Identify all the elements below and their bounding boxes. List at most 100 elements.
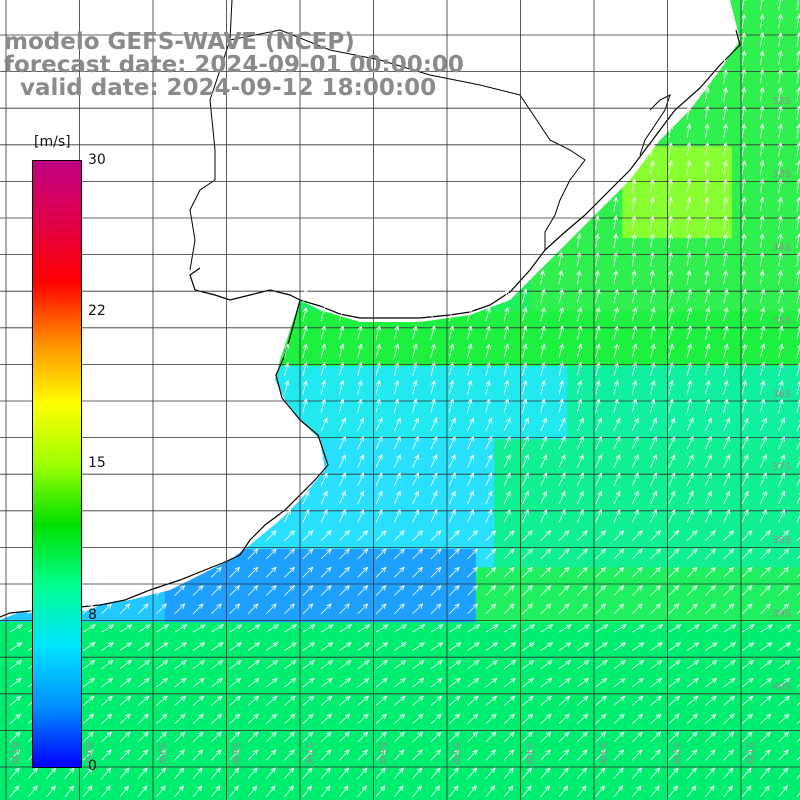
wind-arrow-head <box>796 233 800 239</box>
wind-arrow-head <box>687 379 693 386</box>
wind-arrow-head <box>309 660 315 666</box>
field-cell <box>640 292 660 312</box>
wind-arrow-head <box>271 713 278 720</box>
field-cell <box>402 585 422 605</box>
field-cell <box>457 475 477 495</box>
wind-arrow-head <box>577 343 583 350</box>
wind-arrow <box>705 472 712 486</box>
field-cell <box>677 384 696 404</box>
wind-arrow-head <box>656 677 663 684</box>
wind-arrow <box>741 51 745 65</box>
wind-arrow <box>613 548 625 560</box>
wind-arrow-head <box>619 677 626 684</box>
wind-arrow-head <box>579 472 584 479</box>
wind-arrow <box>394 567 405 578</box>
wind-arrow <box>686 325 692 340</box>
wind-arrow <box>613 642 626 651</box>
field-cell <box>750 494 770 513</box>
wind-arrow-head <box>582 530 588 536</box>
wind-arrow <box>522 436 529 450</box>
wind-arrow <box>522 418 529 432</box>
field-cell <box>475 585 495 605</box>
field-cell <box>695 567 715 587</box>
field-cell <box>603 530 623 550</box>
field-cell <box>256 585 275 605</box>
wind-arrow <box>778 696 790 706</box>
wind-arrow <box>393 362 399 377</box>
field-cell <box>750 567 770 587</box>
wind-arrow-head <box>179 731 186 738</box>
field-cell <box>219 658 239 678</box>
field-cell <box>713 311 733 330</box>
wind-arrow <box>723 585 734 596</box>
wind-arrow-head <box>179 585 186 591</box>
wind-arrow-head <box>545 603 552 609</box>
field-cell <box>549 713 568 733</box>
wind-arrow-head <box>546 695 553 702</box>
wind-arrow-head <box>400 660 407 666</box>
wind-arrow <box>631 509 639 523</box>
wind-arrow <box>412 509 419 523</box>
wind-arrow <box>595 362 600 377</box>
field-cell <box>695 292 715 312</box>
field-cell <box>622 256 641 275</box>
wind-arrow <box>558 713 570 724</box>
wind-arrow-head <box>649 251 655 258</box>
field-cell <box>146 732 166 751</box>
field-cell <box>695 219 715 239</box>
wind-arrow <box>576 398 582 413</box>
wind-arrow-head <box>309 642 316 648</box>
wind-arrow-head <box>723 361 729 368</box>
wind-arrow <box>650 160 654 175</box>
wind-arrow-head <box>579 453 584 460</box>
field-cell <box>549 512 568 532</box>
wind-arrow-head <box>692 548 698 554</box>
field-cell <box>329 549 349 568</box>
field-cell <box>274 549 294 568</box>
wind-arrow-head <box>652 508 657 515</box>
field-cell <box>549 366 568 385</box>
wind-arrow-head <box>686 178 692 185</box>
wind-arrow <box>192 713 204 724</box>
wind-arrow <box>668 362 673 377</box>
field-cell <box>768 750 788 770</box>
wind-arrow-head <box>637 585 643 591</box>
wind-arrow-head <box>436 731 442 738</box>
wind-arrow-head <box>15 713 22 720</box>
wind-arrow <box>631 642 645 651</box>
wind-arrow-head <box>505 490 511 497</box>
wind-arrow <box>448 398 454 413</box>
wind-arrow-head <box>741 31 747 38</box>
wind-arrow <box>558 624 572 633</box>
field-cell <box>366 494 385 513</box>
wind-arrow <box>558 472 566 486</box>
field-cell <box>640 603 660 623</box>
wind-arrow <box>741 713 753 724</box>
wind-arrow-head <box>546 713 552 720</box>
wind-arrow <box>485 548 496 560</box>
wind-arrow-head <box>124 731 131 738</box>
wind-arrow <box>320 624 334 633</box>
field-cell <box>585 786 605 800</box>
wind-arrow <box>595 530 606 541</box>
wind-arrow-head <box>143 731 149 738</box>
wind-arrow-head <box>414 508 419 515</box>
field-cell <box>658 750 678 770</box>
wind-arrow-head <box>783 566 790 573</box>
wind-arrow-head <box>759 141 765 148</box>
field-cell <box>494 786 513 800</box>
wind-arrow-head <box>540 324 546 331</box>
wind-arrow <box>723 179 727 194</box>
wind-arrow <box>357 530 368 541</box>
field-cell <box>366 549 385 568</box>
wind-arrow-head <box>252 566 259 573</box>
wind-arrow-head <box>472 749 478 755</box>
wind-arrow-head <box>723 398 729 405</box>
wind-arrow <box>284 642 297 651</box>
wind-arrow <box>613 307 618 322</box>
wind-arrow-head <box>686 251 692 258</box>
wind-arrow-head <box>667 123 673 130</box>
field-cell <box>750 713 770 733</box>
wind-arrow <box>705 398 710 413</box>
wind-arrow-head <box>509 713 516 720</box>
